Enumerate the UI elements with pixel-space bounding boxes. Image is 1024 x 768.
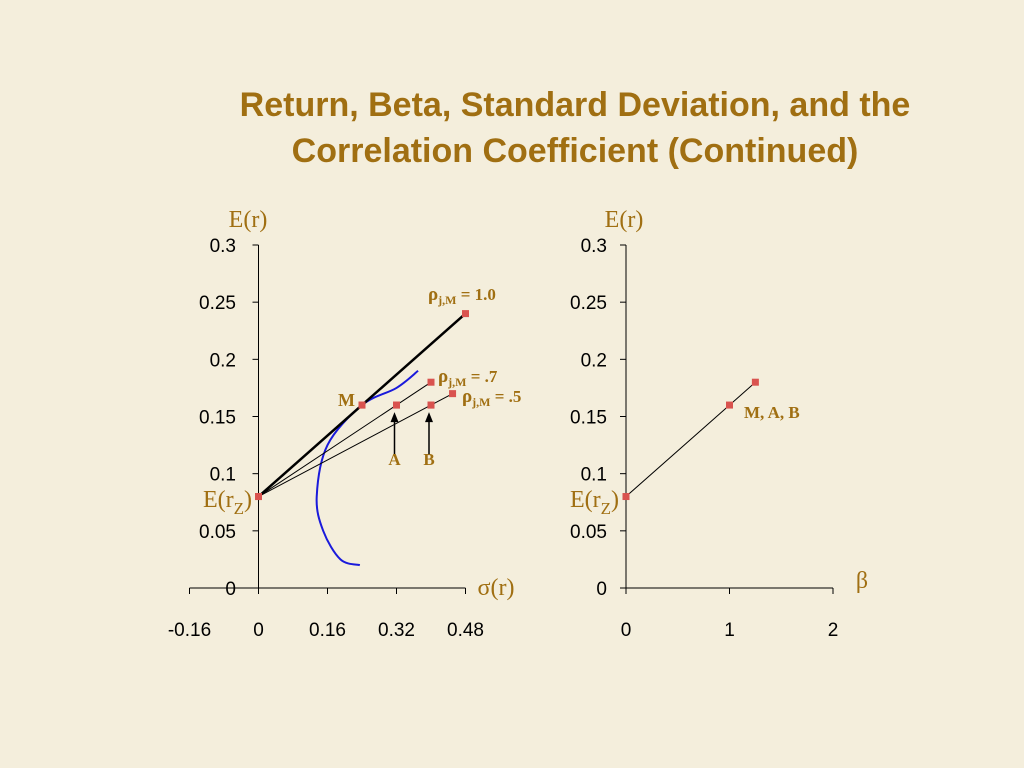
right-y-tick-label: 0.15 [570,408,607,429]
data-marker [751,378,759,386]
left-x-tick-label: -0.16 [168,620,211,641]
left-y-tick-label: 0.05 [199,522,236,543]
left-x-tick-label: 0 [253,620,264,641]
right-y-tick-label: 0.1 [581,465,607,486]
point-label-mab: M, A, B [744,403,800,422]
right-x-tick-label: 0 [621,620,632,641]
correlation-line [258,393,453,497]
point-label-m: M [338,390,355,410]
efficient-frontier-curve [315,369,419,567]
data-marker [462,310,469,318]
right-x-tick-label: 2 [828,620,839,641]
left-intercept-label: E(rZ) [203,487,252,518]
arrow-head [390,412,399,423]
data-marker [427,401,435,409]
title-line-2: Correlation Coefficient (Continued) [291,132,859,170]
left-x-tick-label: 0.32 [378,620,415,641]
right-y-tick-label: 0.3 [581,236,607,257]
right-y-tick-label: 0.25 [570,293,607,314]
rho-0-7-label: ρj,M = .7 [438,366,498,389]
slide-title: Return, Beta, Standard Deviation, and th… [150,82,1000,174]
point-label-a: A [388,450,401,469]
rho-0-5-label: ρj,M = .5 [462,386,521,409]
right-intercept-label: E(rZ) [570,487,619,518]
left-x-tick-label: 0.48 [447,620,484,641]
data-marker [393,401,400,409]
data-marker [358,401,366,409]
data-marker [622,493,630,501]
right-y-tick-label: 0.05 [570,522,607,543]
left-x-axis-label: σ(r) [478,575,515,601]
left-y-tick-label: 0.25 [199,293,236,314]
left-y-axis-label: E(r) [229,207,268,233]
left-y-tick-label: 0.2 [210,350,236,371]
left-y-tick-label: 0.15 [199,408,236,429]
left-x-tick-label: 0.16 [309,620,346,641]
title-line-1: Return, Beta, Standard Deviation, and th… [239,86,911,124]
data-marker [427,378,435,386]
rho-1-0-label: ρj,M = 1.0 [428,284,496,307]
right-x-axis-label: β [856,568,868,594]
arrow-head [425,412,433,423]
right-y-axis-label: E(r) [605,207,644,233]
right-y-tick-label: 0.2 [581,350,607,371]
data-marker [449,390,457,398]
left-y-tick-label: 0.1 [210,465,236,486]
left-y-tick-label: 0 [225,579,236,600]
data-marker [726,401,733,409]
right-x-tick-label: 1 [724,620,735,641]
intercept-marker [255,493,262,501]
point-label-b: B [423,450,434,469]
left-y-tick-label: 0.3 [210,236,236,257]
sml-line [625,381,756,497]
right-y-tick-label: 0 [596,579,607,600]
